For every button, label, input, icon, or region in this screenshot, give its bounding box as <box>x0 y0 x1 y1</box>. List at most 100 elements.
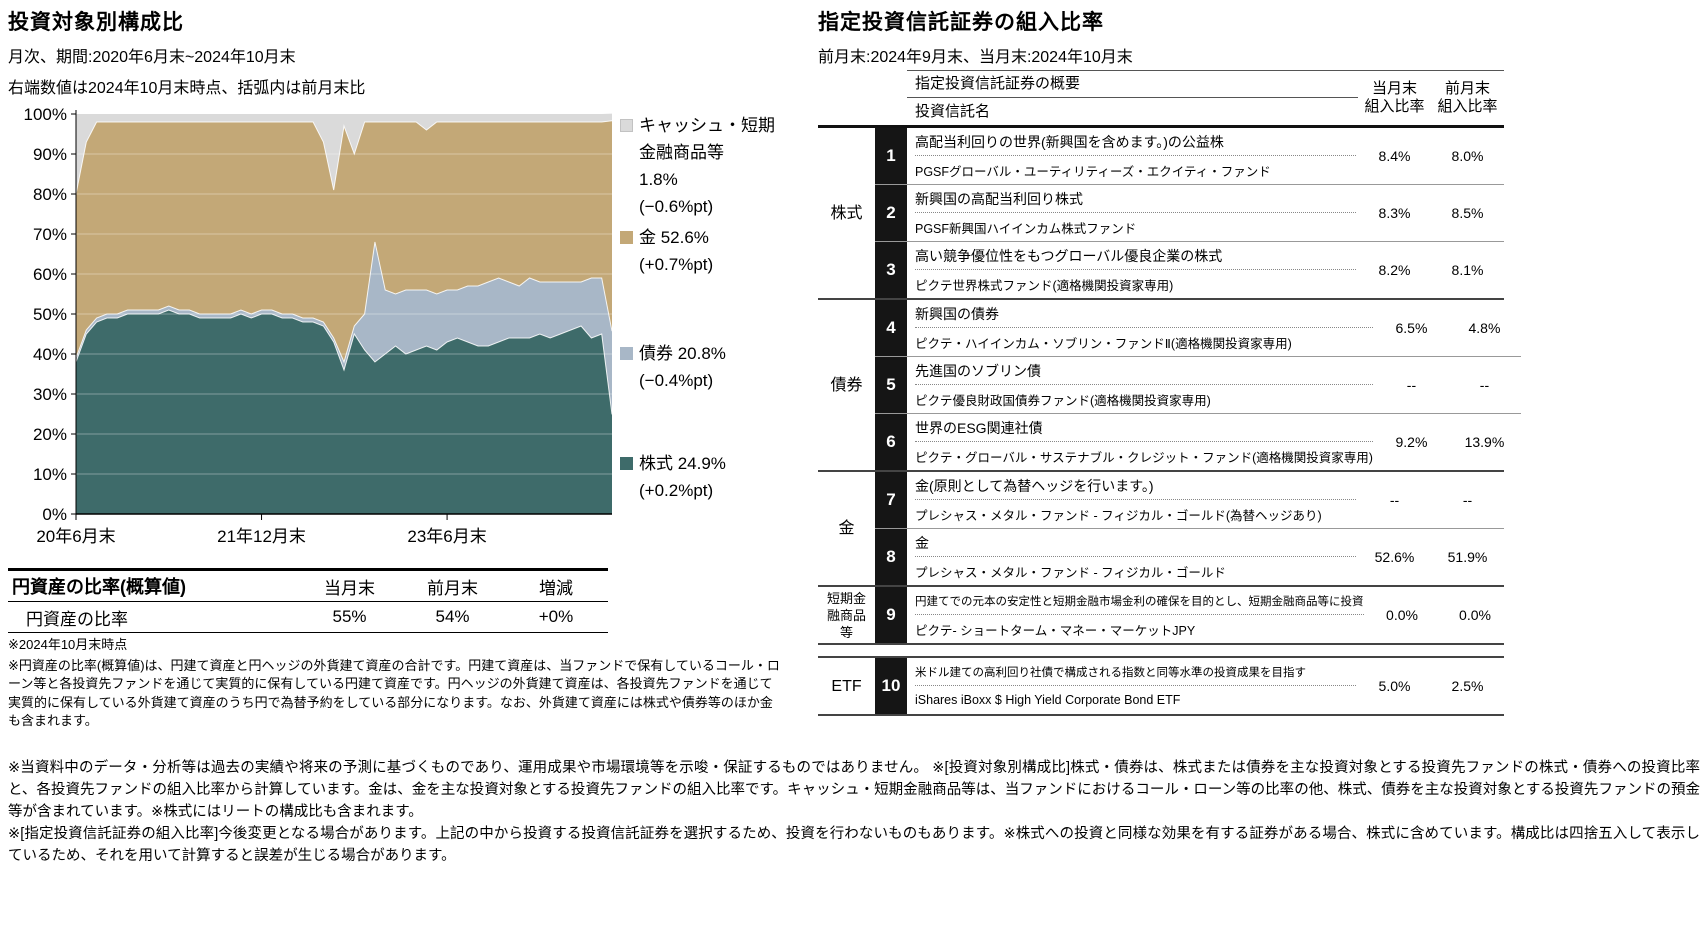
fund-overview: 高配当利回りの世界(新興国を含めます。)の公益株 <box>915 128 1356 156</box>
previous-ratio: 13.9% <box>1464 434 1505 450</box>
fund-category: 株式 <box>830 204 863 222</box>
svg-text:100%: 100% <box>24 105 67 124</box>
fund-row-8: 8 金プレシャス・メタル・ファンド - フィジカル・ゴールド 52.6% 51.9% <box>875 528 1504 585</box>
stacked-area-chart: 0% 10% 20% 30% 40% 50% 60% 70% 80% 90% 100% 20年6月末 2… <box>24 105 613 546</box>
fund-name: PGSFグローバル・ユーティリティーズ・エクイティ・ファンド <box>915 164 1271 179</box>
fund-desc-cell: 高い競争優位性をもつグローバル優良企業の株式 ピクテ世界株式ファンド(適格機関投資… <box>907 242 1358 298</box>
fund-number-badge: 4 <box>875 300 907 356</box>
bonds-swatch-icon <box>620 347 633 360</box>
fund-group-rows: 10 米ドル建ての高利回り社債で構成される指数と同等水準の投資成果を目指す iSha… <box>875 658 1504 714</box>
header-previous-ratio: 前月末 組入比率 <box>1431 70 1504 125</box>
yen-col-previous: 前月末 <box>427 578 478 598</box>
yen-value-previous: 54% <box>435 607 470 626</box>
fund-row-9: 9 円建てでの元本の安定性と短期金融市場金利の確保を目的とし、短期金融商品等に投資… <box>875 587 1512 643</box>
disclaimer-paragraph-1: ※当資料中のデータ・分析等は過去の実績や将来の予測に基づくものであり、運用成果や… <box>8 760 1700 820</box>
fund-name: ピクテ優良財政国債券ファンド(適格機関投資家専用) <box>915 393 1211 408</box>
yen-table-title: 円資産の比率(概算値) <box>12 577 186 597</box>
fund-desc-cell: 米ドル建ての高利回り社債で構成される指数と同等水準の投資成果を目指す iShare… <box>907 658 1358 714</box>
yen-table-data-row: 円資産の比率 55% 54% +0% <box>8 602 608 633</box>
svg-text:90%: 90% <box>33 145 67 164</box>
fund-desc-cell: 円建てでの元本の安定性と短期金融市場金利の確保を目的とし、短期金融商品等に投資ピ… <box>907 587 1366 643</box>
fund-group-rows: 4 新興国の債券 ピクテ・ハイインカム・ソブリン・ファンドⅡ(適格機関投資家専用) 6… <box>875 300 1521 470</box>
note-asof: ※2024年10月末時点 <box>8 637 128 652</box>
fund-desc-cell: 新興国の高配当利回り株式 PGSF新興国ハイインカム株式ファンド <box>907 185 1358 241</box>
fund-overview: 米ドル建ての高利回り社債で構成される指数と同等水準の投資成果を目指す <box>915 658 1356 686</box>
fund-row-1: 1 高配当利回りの世界(新興国を含めます。)の公益株 PGSFグローバル・ユーティリ… <box>875 128 1504 184</box>
fund-desc-cell: 金(原則として為替ヘッジを行います。) プレシャス・メタル・ファンド - フィジカ… <box>907 472 1358 528</box>
fund-overview: 新興国の高配当利回り株式 <box>915 185 1356 213</box>
yen-col-current: 当月末 <box>324 578 375 598</box>
previous-ratio: 4.8% <box>1468 320 1501 336</box>
yen-row-label: 円資産の比率 <box>26 609 128 629</box>
fund-group-2: 債券 4 新興国の債券 ピクテ・ハイインカム・ソブリン・ファンドⅡ(適格機関投資家専用… <box>818 300 1521 472</box>
fund-overview: 新興国の債券 <box>915 300 1373 328</box>
previous-ratio: 0.0% <box>1459 607 1491 623</box>
legend-change: (−0.4%pt) <box>639 371 714 390</box>
svg-text:20年6月末: 20年6月末 <box>36 527 115 546</box>
allocation-section: 投資対象別構成比 月次、期間:2020年6月末~2024年10月末 右端数値は2… <box>8 6 808 756</box>
current-ratio: 8.2% <box>1378 262 1411 278</box>
fund-overview: 金 <box>915 529 1356 557</box>
fund-overview: 金(原則として為替ヘッジを行います。) <box>915 472 1356 500</box>
fund-desc-cell: 世界のESG関連社債ピクテ・グローバル・サステナブル・クレジット・ファンド(適格… <box>907 414 1375 470</box>
current-ratio: 8.4% <box>1378 148 1411 164</box>
svg-text:70%: 70% <box>33 225 67 244</box>
fund-row-6: 6 世界のESG関連社債 ピクテ・グローバル・サステナブル・クレジット・ファンド(適… <box>875 413 1521 470</box>
previous-ratio: -- <box>1479 377 1490 393</box>
fund-number-badge: 9 <box>875 587 907 643</box>
current-ratio: 0.0% <box>1386 607 1418 623</box>
yen-ratio-table: 円資産の比率(概算値) 当月末 前月末 増減 円資産の比率 55% 54% +0… <box>8 568 608 633</box>
svg-text:21年12月末: 21年12月末 <box>217 527 306 546</box>
current-ratio: 5.0% <box>1378 678 1411 694</box>
fund-overview: 円建てでの元本の安定性と短期金融市場金利の確保を目的とし、短期金融商品等に投資 <box>915 587 1364 615</box>
legend-item-bonds: 債券 20.8% (−0.4%pt) <box>620 340 726 394</box>
legend-change: (+0.2%pt) <box>639 481 714 500</box>
fund-table-body: 株式 1 高配当利回りの世界(新興国を含めます。)の公益株 PGSFグローバル・ユーテ… <box>818 128 1521 716</box>
area-金 <box>76 120 612 362</box>
fund-number-badge: 6 <box>875 414 907 470</box>
allocation-title: 投資対象別構成比 <box>8 11 184 34</box>
legend-label: 金融商品等 <box>639 143 724 162</box>
fund-group-5: ETF 10 米ドル建ての高利回り社債で構成される指数と同等水準の投資成果を目指す i… <box>818 656 1504 716</box>
fund-row-5: 5 先進国のソブリン債 ピクテ優良財政国債券ファンド(適格機関投資家専用) -- -- <box>875 356 1521 413</box>
legend-label: キャッシュ・短期 <box>639 116 775 135</box>
yen-value-current: 55% <box>332 607 367 626</box>
header-spacer <box>818 70 907 125</box>
yen-table-header-row: 円資産の比率(概算値) 当月末 前月末 増減 <box>8 571 608 602</box>
area-債券 <box>76 242 612 415</box>
allocation-chart: 0% 10% 20% 30% 40% 50% 60% 70% 80% 90% 100% 20年6月末 2… <box>8 102 620 552</box>
fund-ratio-subtitle: 前月末:2024年9月末、当月末:2024年10月末 <box>818 49 1133 66</box>
fund-overview: 先進国のソブリン債 <box>915 357 1373 385</box>
fund-row-4: 4 新興国の債券 ピクテ・ハイインカム・ソブリン・ファンドⅡ(適格機関投資家専用) 6… <box>875 300 1521 356</box>
fund-name: ピクテ世界株式ファンド(適格機関投資家専用) <box>915 278 1174 293</box>
current-ratio: 52.6% <box>1374 549 1415 565</box>
fund-overview: 世界のESG関連社債 <box>915 414 1373 442</box>
fund-row-2: 2 新興国の高配当利回り株式 PGSF新興国ハイインカム株式ファンド 8.3% 8.5% <box>875 184 1504 241</box>
fund-name: iShares iBoxx $ High Yield Corporate Bon… <box>915 693 1181 707</box>
cash-swatch-icon <box>620 119 633 132</box>
fund-name: プレシャス・メタル・ファンド - フィジカル・ゴールド <box>915 565 1226 580</box>
fund-number-badge: 7 <box>875 472 907 528</box>
header-current-ratio: 当月末 組入比率 <box>1358 70 1431 125</box>
fund-group-rows: 1 高配当利回りの世界(新興国を含めます。)の公益株 PGSFグローバル・ユーティリ… <box>875 128 1504 298</box>
current-ratio: -- <box>1406 377 1417 393</box>
allocation-subtitle-period: 月次、期間:2020年6月末~2024年10月末 <box>8 49 296 66</box>
previous-ratio: -- <box>1462 492 1473 508</box>
fund-group-3: 金 7 金(原則として為替ヘッジを行います。) プレシャス・メタル・ファンド - フィ… <box>818 472 1504 587</box>
disclaimer-paragraph-2: ※[指定投資信託証券の組入比率]今後変更となる場合があります。上記の中から投資す… <box>8 826 1700 864</box>
yen-value-change: +0% <box>538 607 574 626</box>
svg-text:60%: 60% <box>33 265 67 284</box>
current-ratio: 8.3% <box>1378 205 1411 221</box>
header-overview: 指定投資信託証券の概要 <box>907 71 1358 98</box>
disclaimer-notes: ※当資料中のデータ・分析等は過去の実績や将来の予測に基づくものであり、運用成果や… <box>8 757 1700 867</box>
legend-label: 株式 24.9% <box>639 454 726 473</box>
note-yen-detail: ※円資産の比率(概算値)は、円建て資産と円ヘッジの外貨建て資産の合計です。円建て… <box>8 657 780 729</box>
previous-ratio: 8.0% <box>1451 148 1484 164</box>
fund-group-rows: 7 金(原則として為替ヘッジを行います。) プレシャス・メタル・ファンド - フィジ… <box>875 472 1504 585</box>
current-ratio: 6.5% <box>1395 320 1428 336</box>
fund-name: ピクテ・グローバル・サステナブル・クレジット・ファンド(適格機関投資家専用) <box>915 450 1373 465</box>
fund-desc-cell: 先進国のソブリン債ピクテ優良財政国債券ファンド(適格機関投資家専用) <box>907 357 1375 413</box>
svg-text:20%: 20% <box>33 425 67 444</box>
yen-col-change: 増減 <box>539 578 573 598</box>
fund-group-4: 短期金 融商品 等 9 円建てでの元本の安定性と短期金融市場金利の確保を目的とし、短… <box>818 587 1504 645</box>
